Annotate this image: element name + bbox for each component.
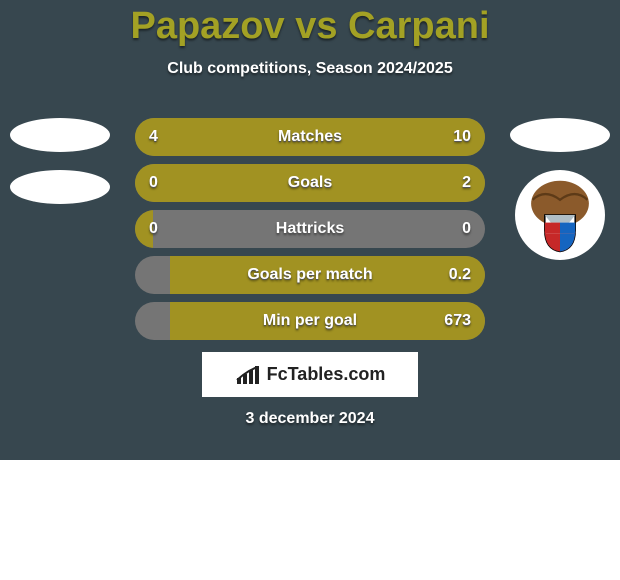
stat-bar-left-value: 0 [149, 174, 158, 192]
stat-bar-label: Hattricks [276, 220, 344, 238]
stat-bar-right-value: 0 [462, 220, 471, 238]
club-badge-icon [522, 177, 598, 253]
page-subtitle: Club competitions, Season 2024/2025 [0, 60, 620, 78]
player1-logo-placeholder-2 [10, 170, 110, 204]
page-title: Papazov vs Carpani [0, 0, 620, 48]
date-text: 3 december 2024 [0, 410, 620, 428]
stat-bar: Hattricks 0 0 [135, 210, 485, 248]
stats-panel: Papazov vs Carpani Club competitions, Se… [0, 0, 620, 460]
player2-club-badge [515, 170, 605, 260]
stat-bar-right-value: 2 [462, 174, 471, 192]
stat-bar: Min per goal 673 [135, 302, 485, 340]
stat-bar-label: Goals per match [247, 266, 372, 284]
stat-bar-right-value: 673 [444, 312, 471, 330]
stat-bar: Goals per match 0.2 [135, 256, 485, 294]
stat-bar-label: Goals [288, 174, 332, 192]
stat-bar: Matches 4 10 [135, 118, 485, 156]
player1-logo-placeholder-1 [10, 118, 110, 152]
brand-text: FcTables.com [267, 364, 386, 385]
stat-bar-right-fill [237, 118, 486, 156]
stat-bars-container: Matches 4 10 Goals 0 2 Hattricks 0 0 Goals per ma… [135, 118, 485, 348]
brand-chart-icon [235, 364, 261, 386]
brand-box[interactable]: FcTables.com [202, 352, 418, 397]
player1-logo-column [10, 118, 110, 222]
stat-bar-left-value: 4 [149, 128, 158, 146]
player2-logo-placeholder-1 [510, 118, 610, 152]
stat-bar-right-value: 10 [453, 128, 471, 146]
blank-under-area [0, 460, 620, 580]
stat-bar-label: Matches [278, 128, 342, 146]
stat-bar-right-value: 0.2 [449, 266, 471, 284]
stat-bar: Goals 0 2 [135, 164, 485, 202]
stat-bar-label: Min per goal [263, 312, 357, 330]
stat-bar-left-value: 0 [149, 220, 158, 238]
player2-logo-column [510, 118, 610, 260]
